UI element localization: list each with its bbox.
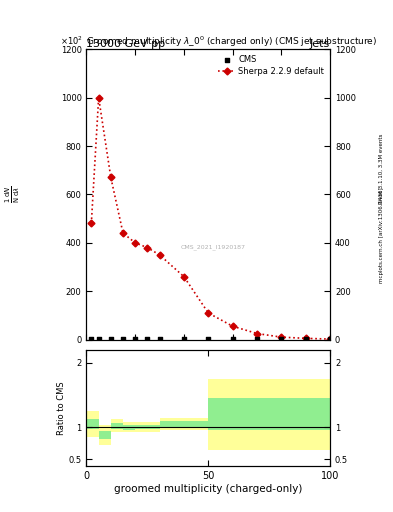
- CMS: [88, 335, 94, 343]
- CMS: [278, 335, 285, 343]
- Text: 13000 GeV pp: 13000 GeV pp: [86, 38, 165, 49]
- Y-axis label: $\frac{1}{\mathrm{N}} \frac{\mathrm{d}N}{\mathrm{d}\lambda}$: $\frac{1}{\mathrm{N}} \frac{\mathrm{d}N}…: [4, 185, 22, 203]
- Sherpa 2.2.9 default: [108, 175, 113, 181]
- CMS: [205, 335, 211, 343]
- Sherpa 2.2.9 default: [255, 330, 259, 336]
- Sherpa 2.2.9 default: [206, 310, 211, 316]
- CMS: [95, 335, 102, 343]
- Text: Groomed multiplicity $\lambda\_0^0$ (charged only) (CMS jet substructure): Groomed multiplicity $\lambda\_0^0$ (cha…: [86, 35, 378, 49]
- Sherpa 2.2.9 default: [145, 245, 150, 251]
- Y-axis label: Ratio to CMS: Ratio to CMS: [57, 381, 66, 435]
- Sherpa 2.2.9 default: [182, 273, 186, 280]
- CMS: [230, 335, 236, 343]
- Legend: CMS, Sherpa 2.2.9 default: CMS, Sherpa 2.2.9 default: [217, 53, 326, 77]
- Sherpa 2.2.9 default: [157, 252, 162, 258]
- CMS: [144, 335, 151, 343]
- CMS: [108, 335, 114, 343]
- CMS: [181, 335, 187, 343]
- Line: Sherpa 2.2.9 default: Sherpa 2.2.9 default: [89, 95, 332, 342]
- Sherpa 2.2.9 default: [230, 323, 235, 329]
- Sherpa 2.2.9 default: [328, 336, 332, 342]
- Text: mcplots.cern.ch [arXiv:1306.3436]: mcplots.cern.ch [arXiv:1306.3436]: [379, 187, 384, 283]
- CMS: [254, 335, 260, 343]
- Text: Rivet 3.1.10, 3.3M events: Rivet 3.1.10, 3.3M events: [379, 134, 384, 204]
- CMS: [156, 335, 163, 343]
- Sherpa 2.2.9 default: [96, 95, 101, 101]
- CMS: [120, 335, 126, 343]
- CMS: [327, 335, 333, 343]
- Text: $\times10^2$: $\times10^2$: [60, 34, 83, 47]
- Sherpa 2.2.9 default: [121, 230, 125, 236]
- Sherpa 2.2.9 default: [303, 335, 308, 342]
- CMS: [132, 335, 138, 343]
- Sherpa 2.2.9 default: [279, 334, 284, 340]
- Sherpa 2.2.9 default: [89, 220, 94, 226]
- Text: Jets: Jets: [310, 38, 330, 49]
- X-axis label: groomed multiplicity (charged-only): groomed multiplicity (charged-only): [114, 483, 303, 494]
- CMS: [303, 335, 309, 343]
- Sherpa 2.2.9 default: [133, 240, 138, 246]
- Text: CMS_2021_I1920187: CMS_2021_I1920187: [181, 244, 246, 249]
